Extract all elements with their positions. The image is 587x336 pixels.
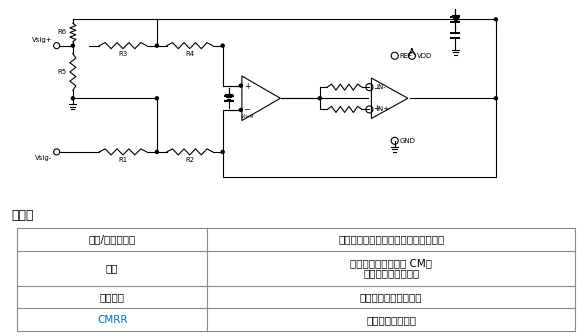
Circle shape xyxy=(156,97,158,100)
Circle shape xyxy=(494,97,497,100)
Text: CMRR: CMRR xyxy=(97,315,127,325)
Text: +: + xyxy=(244,82,250,91)
Circle shape xyxy=(318,97,321,100)
Circle shape xyxy=(221,44,224,47)
Circle shape xyxy=(156,44,158,47)
Bar xyxy=(18,228,575,331)
Text: Vsig-: Vsig- xyxy=(35,155,53,161)
Text: R3: R3 xyxy=(119,51,127,57)
Text: −: − xyxy=(244,105,251,114)
Circle shape xyxy=(156,151,158,154)
Text: IN+: IN+ xyxy=(376,107,390,113)
Text: 良好的共模抑制。: 良好的共模抑制。 xyxy=(366,315,416,325)
Circle shape xyxy=(72,97,75,100)
Text: 裕量/单电源供电: 裕量/单电源供电 xyxy=(89,235,136,244)
Text: 适合单电源供电，因为采用反相配置。: 适合单电源供电，因为采用反相配置。 xyxy=(338,235,444,244)
Text: −: − xyxy=(373,84,380,93)
Text: 允许衰减增益和可变 CM。: 允许衰减增益和可变 CM。 xyxy=(350,258,432,268)
Text: 取决于所选择的电阻。: 取决于所选择的电阻。 xyxy=(360,292,423,302)
Text: R5: R5 xyxy=(58,69,67,75)
Text: R1: R1 xyxy=(119,157,127,163)
Text: IN-: IN- xyxy=(376,84,386,90)
Text: $V_{OCM}$: $V_{OCM}$ xyxy=(239,112,254,121)
Text: 输入阻抗: 输入阻抗 xyxy=(100,292,124,302)
Circle shape xyxy=(239,84,242,87)
Circle shape xyxy=(239,109,242,112)
Text: 增益: 增益 xyxy=(106,263,119,273)
Circle shape xyxy=(221,151,224,154)
Text: 轻松设置输出共模。: 轻松设置输出共模。 xyxy=(363,268,419,278)
Circle shape xyxy=(72,44,75,47)
Text: R2: R2 xyxy=(185,157,194,163)
Text: VDD: VDD xyxy=(417,53,432,59)
Text: GND: GND xyxy=(400,138,416,144)
Text: REF: REF xyxy=(400,53,413,59)
Text: Vsig+: Vsig+ xyxy=(32,37,53,43)
Text: 利与弊: 利与弊 xyxy=(12,209,34,222)
Circle shape xyxy=(494,18,497,21)
Text: R4: R4 xyxy=(185,51,194,57)
Text: +: + xyxy=(373,104,380,113)
Text: R6: R6 xyxy=(58,30,67,36)
